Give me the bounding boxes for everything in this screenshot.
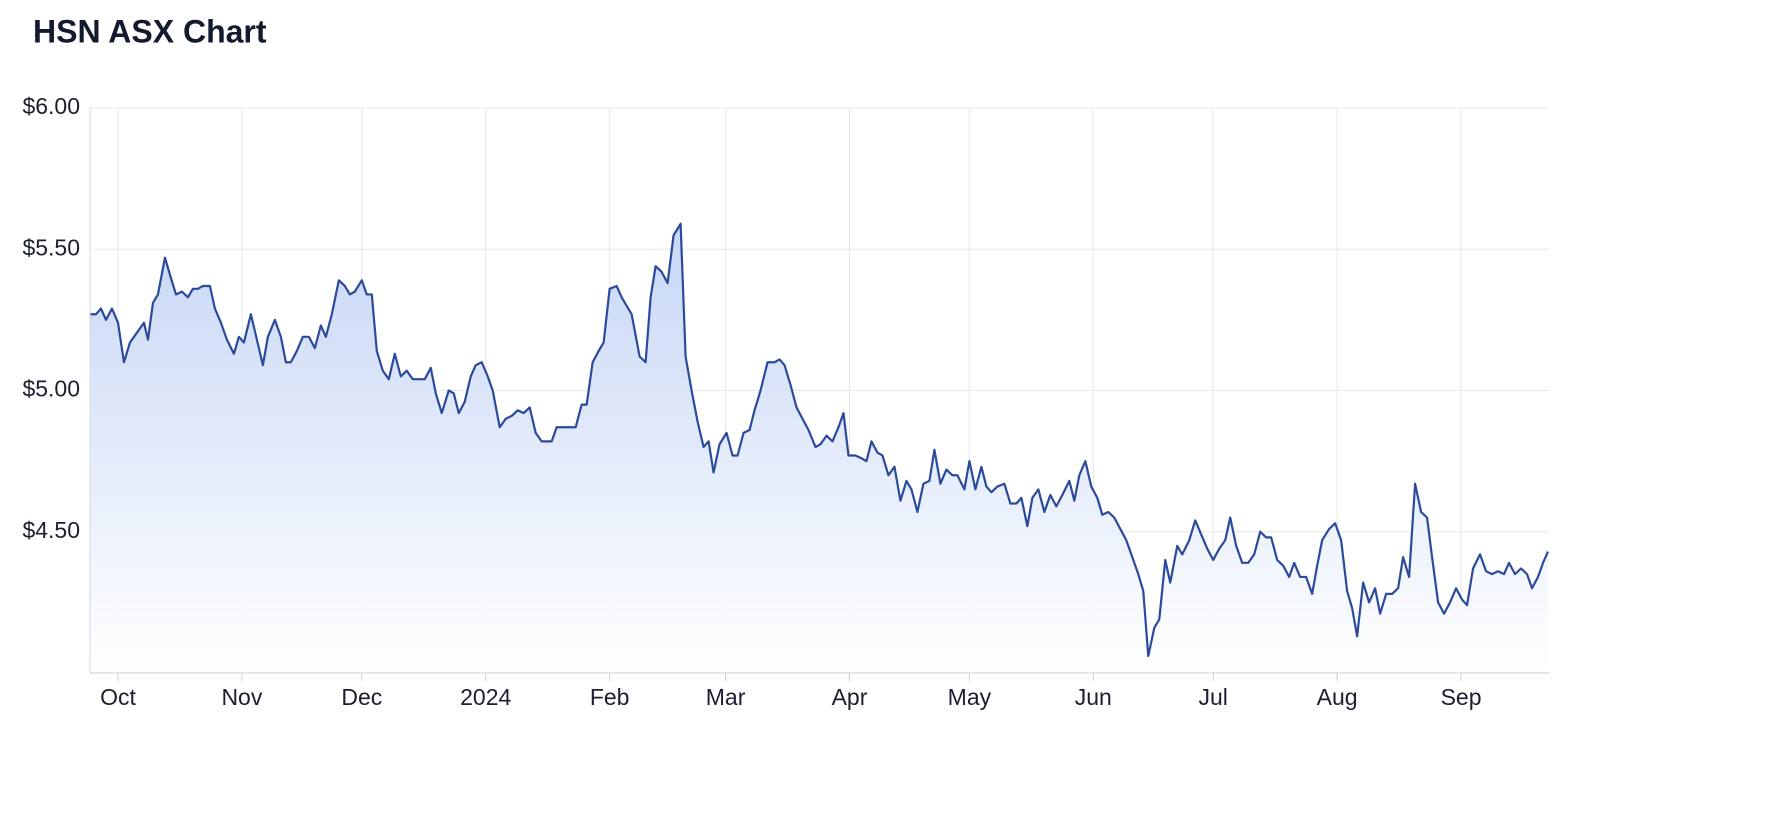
- x-tick-label: Feb: [590, 684, 630, 710]
- x-tick-label: May: [948, 684, 992, 710]
- y-tick-label: $4.50: [22, 517, 80, 543]
- x-tick-label: Sep: [1441, 684, 1482, 710]
- chart-title: HSN ASX Chart: [33, 13, 267, 49]
- x-tick-label: Dec: [341, 684, 382, 710]
- x-tick-label: Jul: [1199, 684, 1228, 710]
- x-tick-label: Oct: [100, 684, 136, 710]
- area-fill: [90, 223, 1548, 673]
- x-tick-label: Aug: [1317, 684, 1358, 710]
- y-tick-label: $5.50: [22, 234, 80, 260]
- plot-area: [90, 222, 1550, 673]
- x-tick-label: 2024: [460, 684, 511, 710]
- y-tick-label: $5.00: [22, 376, 80, 402]
- x-tick-label: Jun: [1075, 684, 1112, 710]
- axes: $4.50 $5.00 $5.50 $6.00 Oct Nov Dec 2024 Feb Mar A…: [22, 93, 1549, 710]
- x-tick-label: Nov: [221, 684, 262, 710]
- y-tick-label: $6.00: [22, 93, 80, 119]
- x-tick-label: Apr: [832, 684, 868, 710]
- x-tick-label: Mar: [706, 684, 746, 710]
- price-line: [90, 222, 1550, 658]
